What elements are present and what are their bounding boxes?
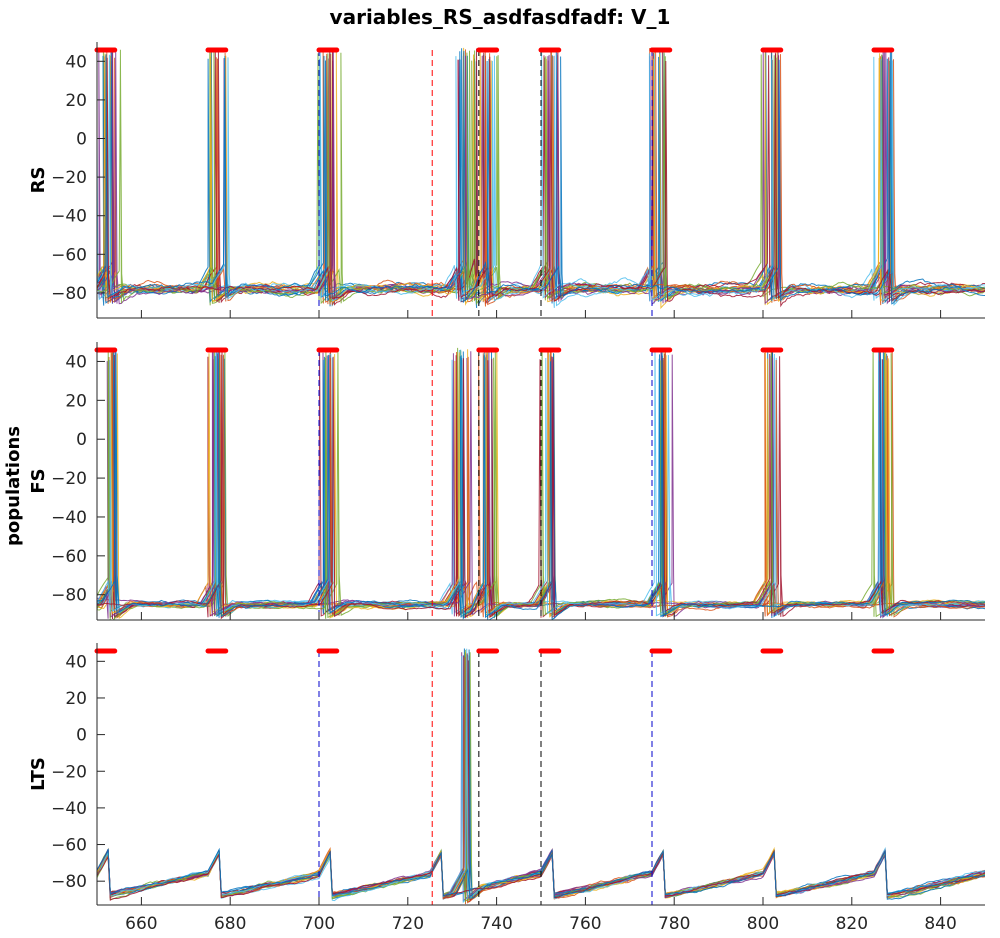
ytick-label-lts-5: −60 bbox=[51, 836, 87, 856]
panel-lts: 40 20 0 −20 −40 −60 −80 660 680 700 720 740 760 780 80… bbox=[28, 643, 985, 934]
xtick-label-6: 780 bbox=[658, 914, 690, 934]
ytick-label-fs-6: −80 bbox=[51, 586, 87, 606]
ytick-label-fs-4: −40 bbox=[51, 508, 87, 528]
ytick-label-lts-1: 20 bbox=[65, 689, 87, 709]
panel-rs: 40 20 0 −20 −40 −60 −80 RS bbox=[28, 42, 985, 319]
ytick-label-fs-5: −60 bbox=[51, 547, 87, 567]
xtick-label-2: 700 bbox=[303, 914, 335, 934]
ytick-label-fs-0: 40 bbox=[65, 352, 87, 372]
xtick-label-9: 840 bbox=[924, 914, 956, 934]
trace-rs-18 bbox=[97, 49, 985, 304]
ytick-label-fs-2: 0 bbox=[76, 430, 87, 450]
xtick-label-4: 740 bbox=[480, 914, 512, 934]
ytick-label-lts-0: 40 bbox=[65, 652, 87, 672]
ytick-label-fs-3: −20 bbox=[51, 469, 87, 489]
ytick-label-lts-3: −20 bbox=[51, 762, 87, 782]
trace-fs-21 bbox=[97, 348, 985, 620]
xtick-label-0: 660 bbox=[125, 914, 157, 934]
ytick-label-rs-5: −60 bbox=[51, 245, 87, 265]
ytick-label-lts-6: −80 bbox=[51, 872, 87, 892]
ytick-label-rs-1: 20 bbox=[65, 91, 87, 111]
ytick-label-rs-3: −20 bbox=[51, 168, 87, 188]
trace-lts-21 bbox=[97, 649, 985, 899]
ytick-label-lts-4: −40 bbox=[51, 799, 87, 819]
ytick-label-rs-2: 0 bbox=[76, 130, 87, 150]
panels: 40200−20−40−60−80RS40200−20−40−60−80FS40… bbox=[28, 42, 985, 934]
panel-label-fs: FS bbox=[28, 468, 49, 493]
ytick-label-fs-1: 20 bbox=[65, 391, 87, 411]
xtick-label-5: 760 bbox=[569, 914, 601, 934]
trace-rs-20 bbox=[97, 49, 985, 303]
ytick-label-rs-0: 40 bbox=[65, 52, 87, 72]
xtick-label-3: 720 bbox=[392, 914, 424, 934]
panel-label-lts: LTS bbox=[28, 757, 49, 791]
traces-rs bbox=[97, 47, 985, 310]
ytick-label-rs-4: −40 bbox=[51, 207, 87, 227]
xtick-label-1: 680 bbox=[214, 914, 246, 934]
shared-ylabel: populations bbox=[3, 426, 24, 546]
panel-label-rs: RS bbox=[28, 167, 49, 194]
panel-fs: 40 20 0 −20 −40 −60 −80 FS bbox=[28, 342, 985, 621]
ytick-label-rs-6: −80 bbox=[51, 284, 87, 304]
xtick-label-8: 820 bbox=[836, 914, 868, 934]
figure-title: variables_RS_asdfasdfadf: V_1 bbox=[330, 5, 671, 29]
xtick-label-7: 800 bbox=[747, 914, 779, 934]
ytick-label-lts-2: 0 bbox=[76, 726, 87, 746]
trace-rs-21 bbox=[97, 50, 985, 305]
traces-lts bbox=[97, 648, 985, 905]
